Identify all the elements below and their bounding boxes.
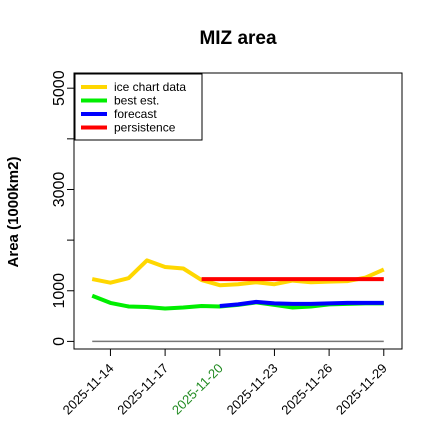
legend-label: persistence: [114, 121, 176, 135]
y-axis-label: Area (1000km2): [5, 157, 22, 268]
series-line-forecast: [219, 299, 384, 308]
y-axis: 0 1000 3000 5000: [51, 70, 74, 346]
series-line-ice-chart-data: [91, 258, 385, 288]
series-layer: [91, 258, 385, 343]
x-tick-label: 2025-11-17: [114, 361, 171, 418]
x-tick-label: 2025-11-14: [60, 361, 117, 418]
x-axis: 2025-11-142025-11-172025-11-202025-11-23…: [60, 349, 390, 417]
x-tick-label: 2025-11-23: [224, 361, 281, 418]
chart-title: MIZ area: [199, 28, 277, 49]
legend-label: forecast: [114, 107, 157, 121]
y-tick-label: 0: [51, 337, 68, 346]
legend-label: best est.: [114, 94, 159, 108]
x-tick-label: 2025-11-26: [278, 361, 335, 418]
plot-frame: [73, 72, 403, 350]
x-tick-label: 2025-11-20: [169, 361, 226, 418]
y-tick-label: 5000: [51, 70, 68, 106]
y-tick-label: 3000: [51, 172, 68, 208]
legend-label: ice chart data: [114, 80, 186, 94]
y-tick-label: 1000: [51, 273, 68, 309]
x-tick-label: 2025-11-29: [333, 361, 390, 418]
